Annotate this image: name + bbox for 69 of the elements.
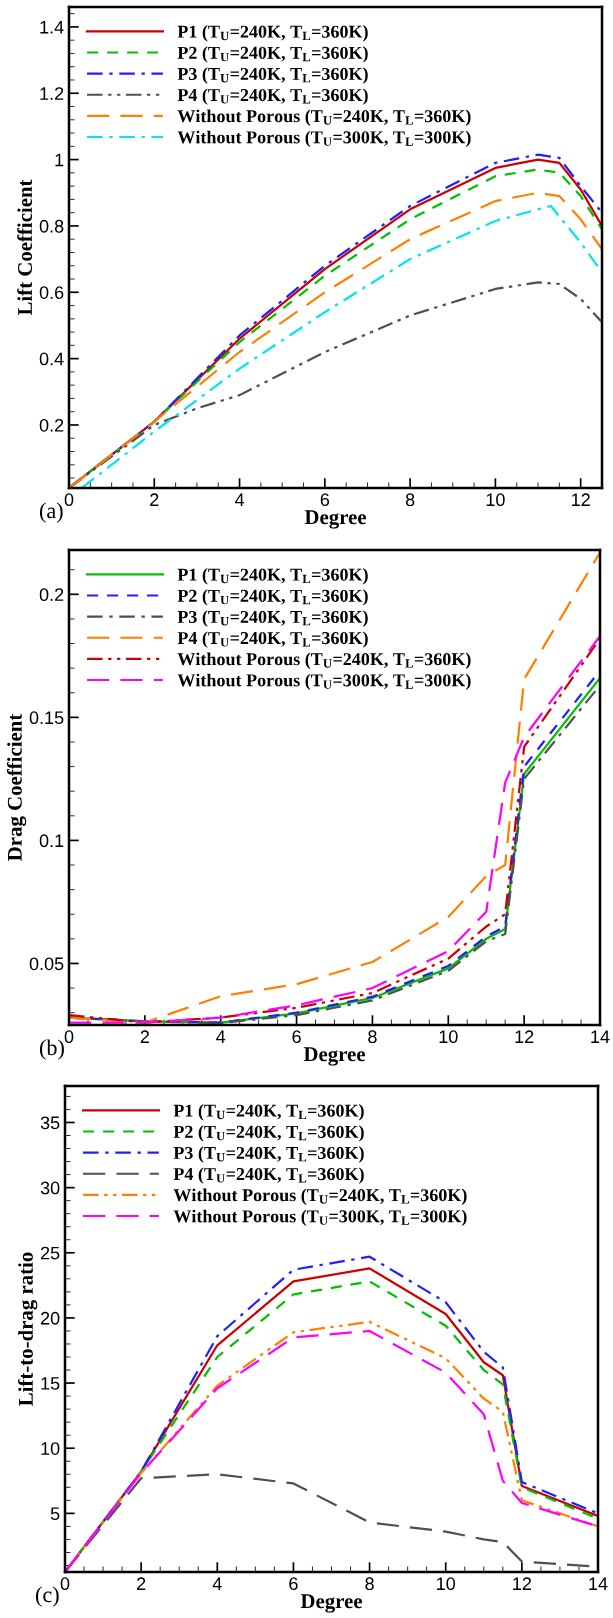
y-tick-label: 0.2 [39, 418, 64, 432]
legend-label: P1 (T$_{U}$=240K, T$_{L}$=360K) [177, 25, 368, 42]
line-series [69, 551, 600, 1024]
y-tick-label: 30 [40, 1181, 60, 1195]
x-tick-label: 6 [292, 1030, 301, 1044]
x-tick-label: 10 [437, 1577, 456, 1591]
y-tick-label: 0.15 [29, 711, 64, 725]
x-tick-label: 10 [486, 493, 505, 507]
y-tick-label: 20 [40, 1311, 60, 1325]
x-tick-label: 4 [212, 1577, 222, 1590]
x-tick-label: 8 [365, 1577, 374, 1591]
legend-label: P1 (T$_{U}$=240K, T$_{L}$=360K) [177, 568, 368, 585]
x-tick-label: 0 [64, 493, 74, 507]
x-tick-label: 8 [405, 493, 415, 507]
y-tick-label: 15 [41, 1377, 60, 1390]
legend-label: Without Porous (T$_{U}$=300K, T$_{L}$=300K) [173, 1209, 467, 1227]
y-tick-label: 0.05 [29, 957, 64, 971]
legend-label: P3 (T$_{U}$=240K, T$_{L}$=360K) [177, 610, 368, 627]
x-tick-label: 12 [572, 493, 590, 506]
legend-label: P2 (T$_{U}$=240K, T$_{L}$=360K) [177, 46, 368, 63]
x-tick-label: 4 [216, 1030, 226, 1043]
x-tick-label: 2 [140, 1030, 149, 1043]
x-tick-label: 8 [368, 1030, 377, 1044]
y-tick-label: 0.2 [39, 588, 64, 602]
text: (c) [35, 1586, 59, 1607]
x-axis-title: Degree [304, 510, 366, 529]
legend-label: P2 (T$_{U}$=240K, T$_{L}$=360K) [173, 1125, 364, 1142]
y-tick-label: 1.2 [40, 87, 64, 100]
x-tick-label: 12 [513, 1577, 531, 1590]
y-tick-label: 10 [41, 1442, 60, 1455]
legend-label: P4 (T$_{U}$=240K, T$_{L}$=360K) [173, 1167, 364, 1184]
y-tick-label: 0.6 [39, 286, 64, 299]
legend-label: Without Porous (T$_{U}$=240K, T$_{L}$=360K) [173, 1188, 467, 1205]
x-tick-label: 14 [589, 1577, 608, 1590]
x-tick-label: 12 [515, 1030, 534, 1043]
x-tick-label: 0 [64, 1030, 74, 1044]
y-axis-title: Drag Coefficient [6, 713, 27, 861]
legend-label: P3 (T$_{U}$=240K, T$_{L}$=360K) [177, 67, 368, 84]
legend-label: P3 (T$_{U}$=240K, T$_{L}$=360K) [173, 1146, 364, 1163]
y-tick-label: 1 [55, 153, 64, 167]
x-tick-label: 10 [439, 1030, 458, 1044]
y-tick-label: 0.1 [39, 834, 64, 848]
x-tick-label: 6 [289, 1577, 298, 1591]
legend-label: Without Porous (T$_{U}$=300K, T$_{L}$=300K) [177, 130, 471, 148]
x-tick-label: 14 [591, 1030, 610, 1043]
legend-label: P1 (T$_{U}$=240K, T$_{L}$=360K) [173, 1104, 364, 1121]
legend-label: Without Porous (T$_{U}$=300K, T$_{L}$=300K) [177, 673, 471, 691]
y-tick-label: 5 [50, 1507, 60, 1521]
x-tick-label: 2 [137, 1577, 146, 1590]
legend-label: Without Porous (T$_{U}$=240K, T$_{L}$=360K) [177, 652, 471, 669]
y-axis-title: Lift-to-drag ratio [18, 1252, 38, 1406]
x-axis-title: Degree [303, 1047, 365, 1066]
y-tick-label: 25 [40, 1246, 60, 1260]
x-tick-label: 2 [150, 493, 159, 506]
y-axis-title: Lift Coefficient [17, 179, 33, 316]
legend-label: P2 (T$_{U}$=240K, T$_{L}$=360K) [177, 589, 368, 606]
x-tick-label: 0 [60, 1577, 70, 1591]
y-tick-label: 35 [40, 1116, 60, 1130]
y-tick-label: 0.8 [39, 219, 64, 233]
x-axis-title: Degree [300, 1594, 362, 1613]
text: (a) [39, 502, 63, 523]
x-tick-label: 4 [234, 493, 245, 506]
x-tick-label: 6 [320, 493, 330, 507]
legend-label: P4 (T$_{U}$=240K, T$_{L}$=360K) [177, 631, 368, 648]
text: (b) [39, 1039, 64, 1060]
y-tick-label: 1.4 [40, 21, 64, 34]
legend-label: Without Porous (T$_{U}$=240K, T$_{L}$=360K) [177, 109, 471, 126]
legend-label: P4 (T$_{U}$=240K, T$_{L}$=360K) [177, 88, 368, 105]
y-tick-label: 0.4 [39, 352, 64, 366]
